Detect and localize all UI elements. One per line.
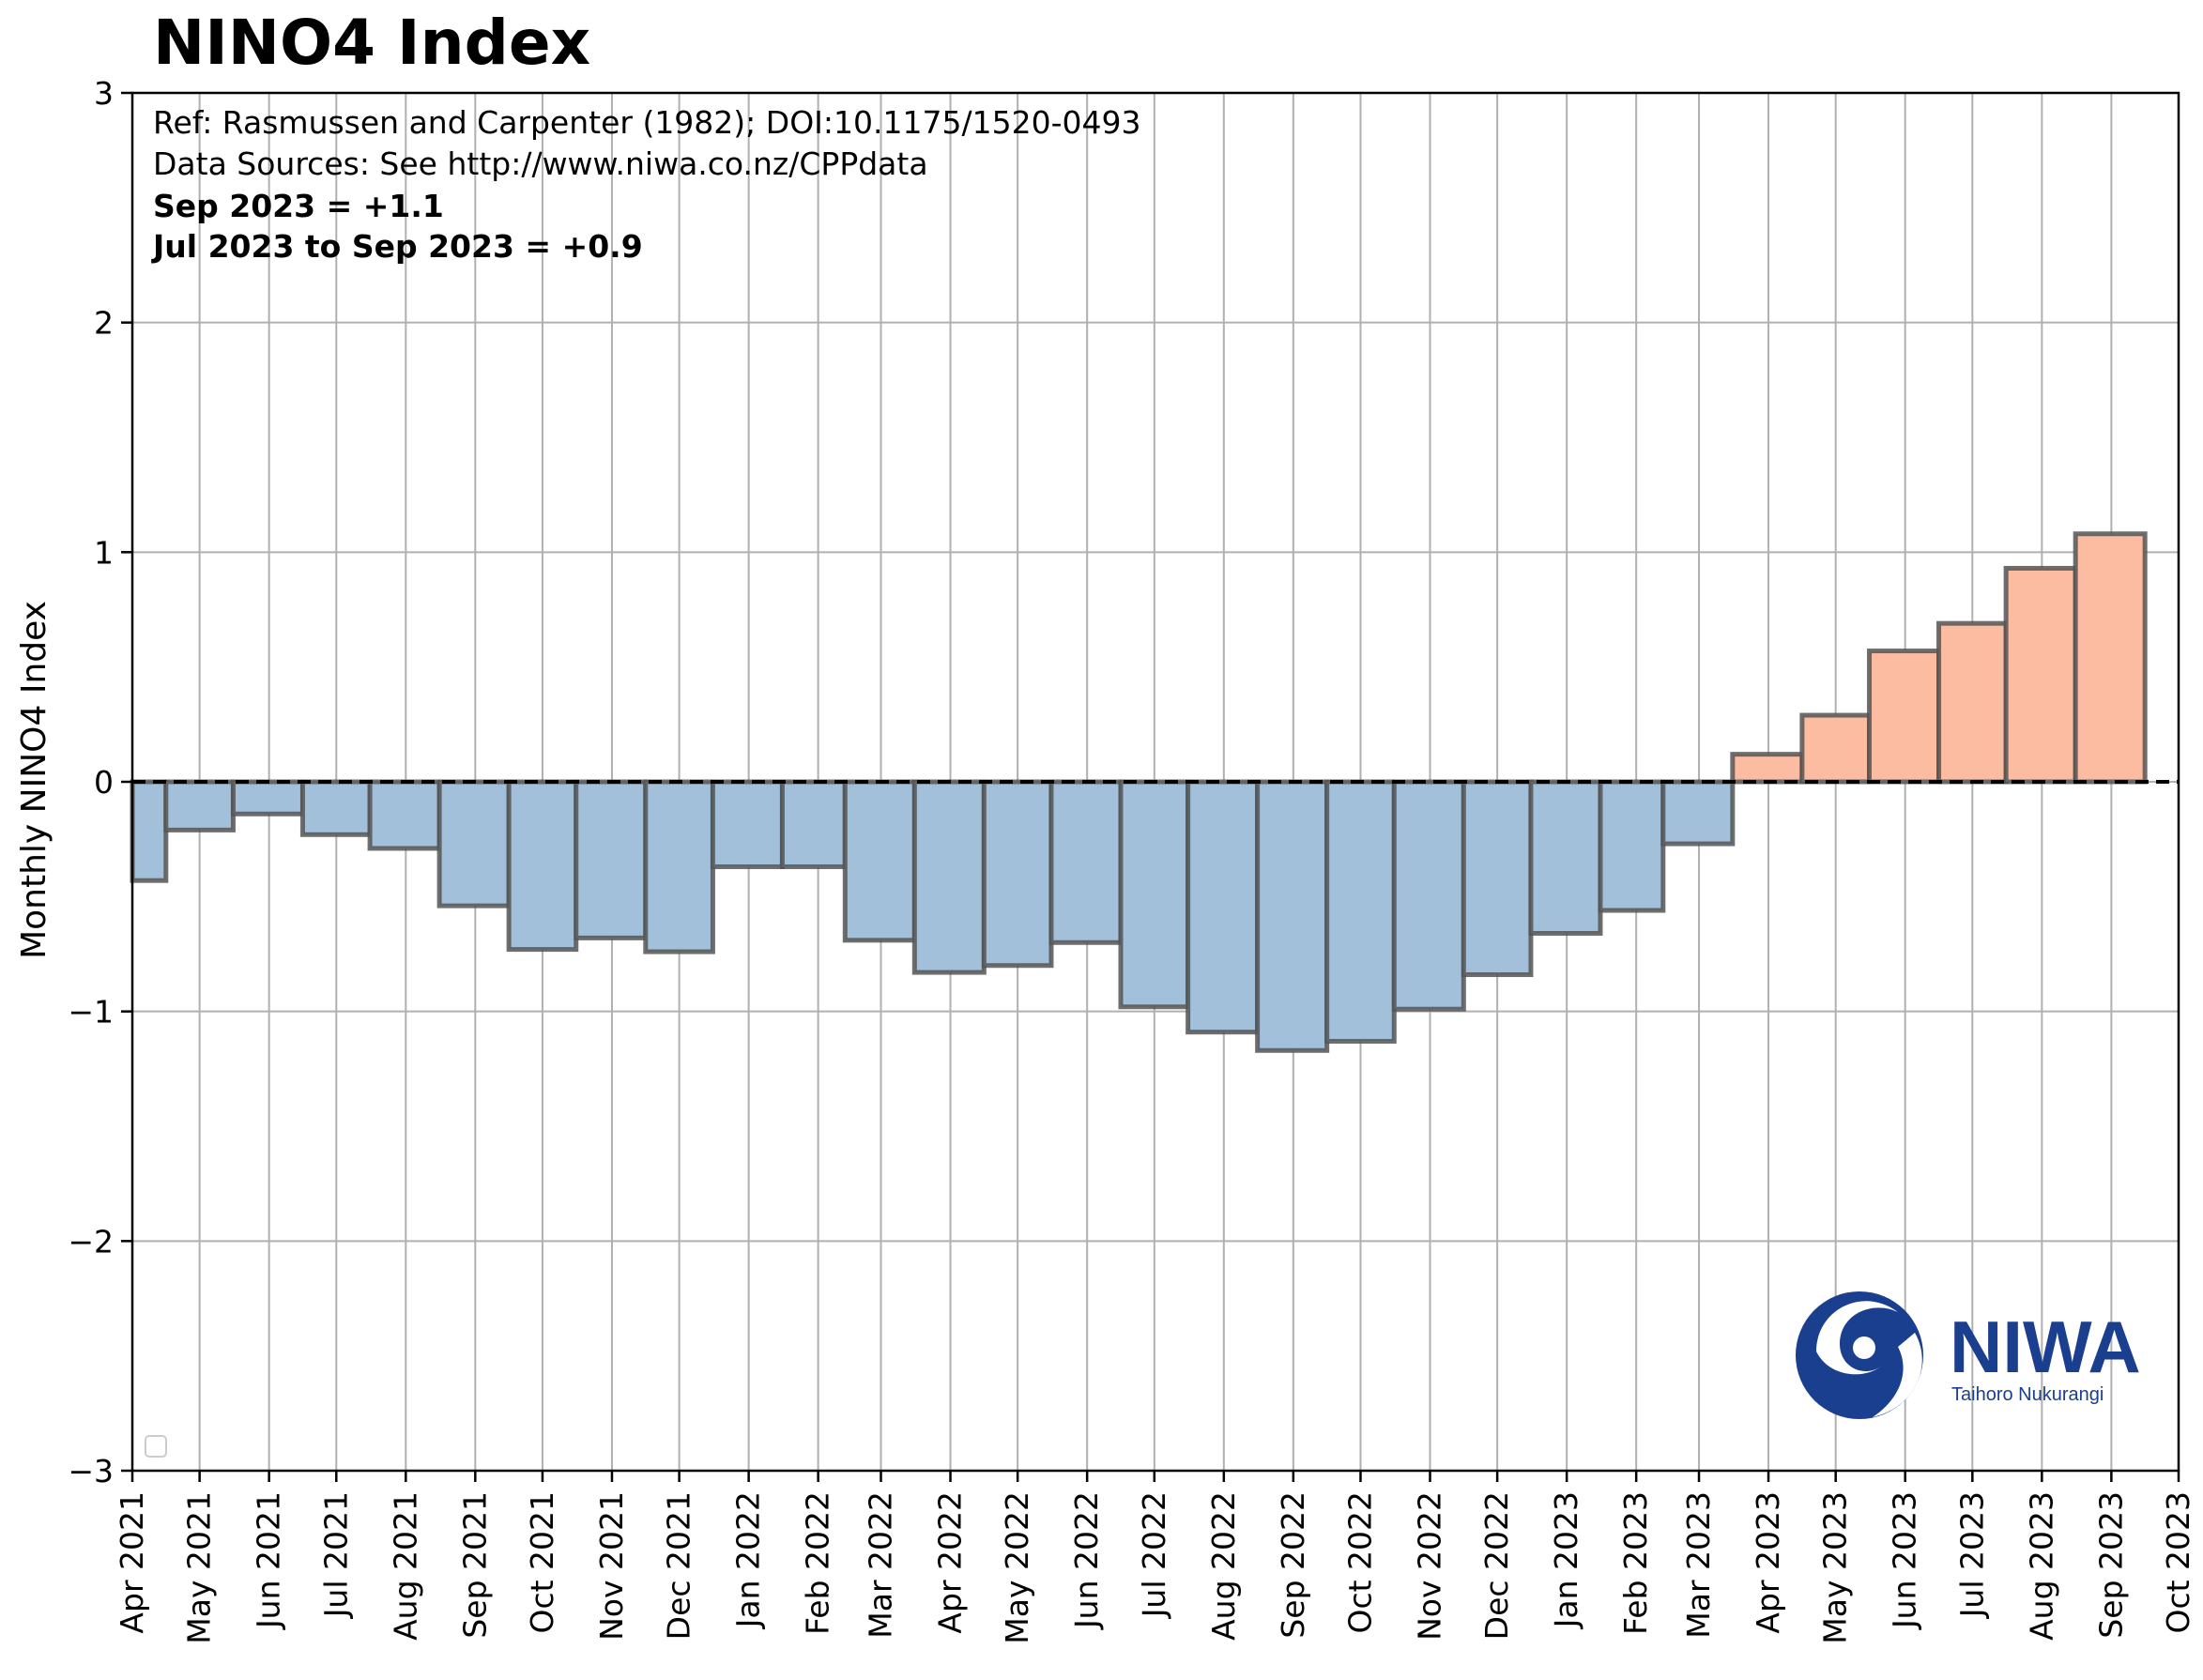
x-tick-label: Jun 2021 bbox=[251, 1491, 287, 1630]
y-tick-label: 0 bbox=[94, 764, 114, 801]
chart-title: NINO4 Index bbox=[153, 7, 590, 79]
x-tick-label: May 2023 bbox=[1817, 1491, 1854, 1644]
niwa-logo: NIWA Taihoro Nukurangi bbox=[1796, 1291, 2141, 1419]
y-tick-label: −2 bbox=[68, 1223, 114, 1260]
x-tick-label: Apr 2023 bbox=[1750, 1491, 1786, 1634]
reference-annotation: Ref: Rasmussen and Carpenter (1982); DOI… bbox=[153, 104, 1140, 141]
bar-26 bbox=[1866, 649, 1942, 785]
bar-24 bbox=[1730, 752, 1805, 785]
x-tick-label: Jan 2022 bbox=[730, 1491, 767, 1629]
niwa-swirl-icon bbox=[1796, 1291, 1923, 1419]
x-tick-label: Feb 2022 bbox=[800, 1491, 836, 1635]
bar-15 bbox=[1118, 779, 1191, 1010]
bar-22 bbox=[1598, 779, 1666, 913]
x-tick-label: Dec 2022 bbox=[1478, 1491, 1515, 1640]
y-tick-label: −3 bbox=[68, 1453, 114, 1489]
y-tick-label: 1 bbox=[94, 534, 114, 571]
x-tick-label: Mar 2023 bbox=[1680, 1491, 1717, 1639]
bar-9 bbox=[710, 779, 785, 870]
y-tick-label: 2 bbox=[94, 305, 114, 342]
bar-6 bbox=[506, 779, 579, 953]
niwa-wordmark: NIWA bbox=[1950, 1306, 2141, 1388]
x-tick-label: Nov 2021 bbox=[593, 1491, 630, 1641]
bar-3 bbox=[299, 779, 373, 837]
x-tick-label: Aug 2021 bbox=[387, 1491, 423, 1641]
bar-17 bbox=[1255, 779, 1330, 1053]
x-tick-label: Oct 2022 bbox=[1341, 1491, 1378, 1634]
bar-29 bbox=[2073, 531, 2148, 785]
x-tick-label: May 2021 bbox=[181, 1491, 218, 1644]
x-tick-label: Jun 2023 bbox=[1887, 1491, 1923, 1630]
x-tick-label: Sep 2021 bbox=[456, 1491, 493, 1639]
niwa-tagline: Taihoro Nukurangi bbox=[1951, 1384, 2104, 1405]
bar-28 bbox=[2003, 565, 2078, 785]
bar-20 bbox=[1461, 779, 1534, 978]
x-tick-label: Oct 2023 bbox=[2160, 1491, 2196, 1634]
bars bbox=[130, 531, 2148, 1053]
bar-16 bbox=[1186, 779, 1261, 1035]
y-axis-ticks: −3 −2 −1 0 1 2 3 bbox=[68, 75, 132, 1489]
x-tick-label: Apr 2022 bbox=[932, 1491, 969, 1634]
x-tick-label: Aug 2022 bbox=[1205, 1491, 1242, 1641]
data-sources-annotation: Data Sources: See http://www.niwa.co.nz/… bbox=[153, 145, 928, 182]
x-tick-label: Jan 2023 bbox=[1548, 1491, 1584, 1629]
x-tick-label: Jun 2022 bbox=[1068, 1491, 1105, 1630]
y-tick-label: 3 bbox=[94, 75, 114, 112]
bar-1 bbox=[163, 779, 236, 832]
bar-2 bbox=[230, 779, 305, 817]
y-axis-label: Monthly NINO4 Index bbox=[15, 601, 54, 959]
empty-legend-box bbox=[145, 1435, 167, 1458]
x-tick-label: Nov 2022 bbox=[1411, 1491, 1447, 1641]
x-tick-label: Sep 2022 bbox=[1275, 1491, 1311, 1639]
bar-23 bbox=[1660, 779, 1736, 847]
x-tick-label: Dec 2021 bbox=[661, 1491, 697, 1640]
x-tick-label: Oct 2021 bbox=[524, 1491, 560, 1634]
bar-27 bbox=[1936, 620, 2009, 785]
bar-4 bbox=[367, 779, 442, 851]
x-tick-label: Sep 2023 bbox=[2092, 1491, 2129, 1639]
bar-0 bbox=[130, 779, 169, 883]
x-tick-label: Apr 2021 bbox=[114, 1491, 150, 1634]
x-tick-label: Mar 2022 bbox=[863, 1491, 899, 1639]
x-tick-label: Jul 2021 bbox=[317, 1491, 354, 1619]
x-axis-ticks: Apr 2021 May 2021 Jun 2021 Jul 2021 Aug 2021… bbox=[114, 1471, 2196, 1644]
bar-21 bbox=[1528, 779, 1603, 936]
bar-5 bbox=[436, 779, 512, 909]
bar-10 bbox=[779, 779, 848, 870]
season-value-annotation: Jul 2023 to Sep 2023 = +0.9 bbox=[151, 228, 643, 265]
x-tick-label: May 2022 bbox=[999, 1491, 1035, 1644]
bar-19 bbox=[1391, 779, 1466, 1012]
latest-value-annotation: Sep 2023 = +1.1 bbox=[153, 188, 444, 224]
bar-13 bbox=[981, 779, 1054, 969]
bar-25 bbox=[1799, 712, 1872, 785]
bar-14 bbox=[1048, 779, 1124, 945]
bar-11 bbox=[842, 779, 917, 943]
x-tick-label: Feb 2023 bbox=[1617, 1491, 1654, 1635]
bar-12 bbox=[911, 779, 987, 975]
x-tick-label: Jul 2023 bbox=[1953, 1491, 1990, 1619]
bar-18 bbox=[1324, 779, 1397, 1044]
bar-8 bbox=[643, 779, 715, 955]
y-tick-label: −1 bbox=[68, 994, 114, 1031]
x-tick-label: Aug 2023 bbox=[2023, 1491, 2059, 1641]
bar-7 bbox=[574, 779, 649, 940]
x-tick-label: Jul 2022 bbox=[1136, 1491, 1172, 1619]
